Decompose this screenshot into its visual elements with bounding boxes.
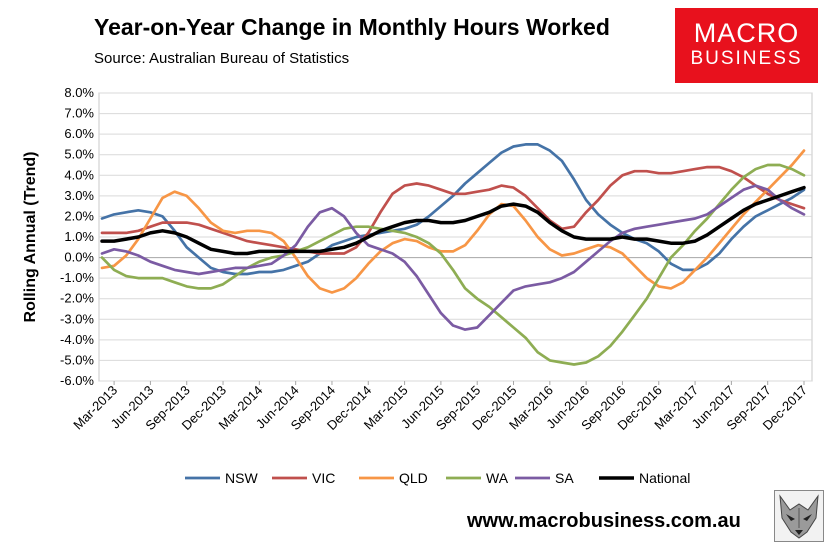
legend-label-vic: VIC [312,470,335,486]
y-tick-label: 3.0% [64,188,94,203]
y-tick-label: 6.0% [64,126,94,141]
series-line-sa [100,184,806,331]
y-tick-label: 8.0% [64,85,94,100]
series-line-qld [100,149,806,294]
y-tick-label: 5.0% [64,147,94,162]
series-line-vic [100,165,806,255]
y-tick-label: 2.0% [64,208,94,223]
logo-line-2: BUSINESS [690,48,803,69]
y-tick-label: 4.0% [64,167,94,182]
legend-label-national: National [639,470,690,486]
y-tick-label: 7.0% [64,106,94,121]
legend-label-qld: QLD [399,470,428,486]
y-tick-label: -3.0% [60,311,94,326]
y-tick-label: -6.0% [60,373,94,388]
y-tick-label: -1.0% [60,270,94,285]
wolf-logo-icon [774,490,824,542]
legend-label-sa: SA [555,470,574,486]
y-tick-label: 0.0% [64,250,94,265]
series-line-nsw [100,143,806,276]
macrobusiness-logo: MACRO BUSINESS [675,8,818,83]
y-tick-label: 1.0% [64,229,94,244]
website-url: www.macrobusiness.com.au [467,510,741,532]
series-line-national [100,185,806,256]
legend-label-nsw: NSW [225,470,258,486]
series-line-wa [100,163,806,366]
legend-label-wa: WA [486,470,509,486]
chart-title: Year-on-Year Change in Monthly Hours Wor… [94,14,610,40]
y-axis-title: Rolling Annual (Trend) [22,152,39,323]
y-tick-label: -2.0% [60,291,94,306]
logo-line-1: MACRO [693,18,800,48]
chart-source: Source: Australian Bureau of Statistics [94,50,350,67]
y-tick-label: -4.0% [60,332,94,347]
y-tick-label: -5.0% [60,352,94,367]
